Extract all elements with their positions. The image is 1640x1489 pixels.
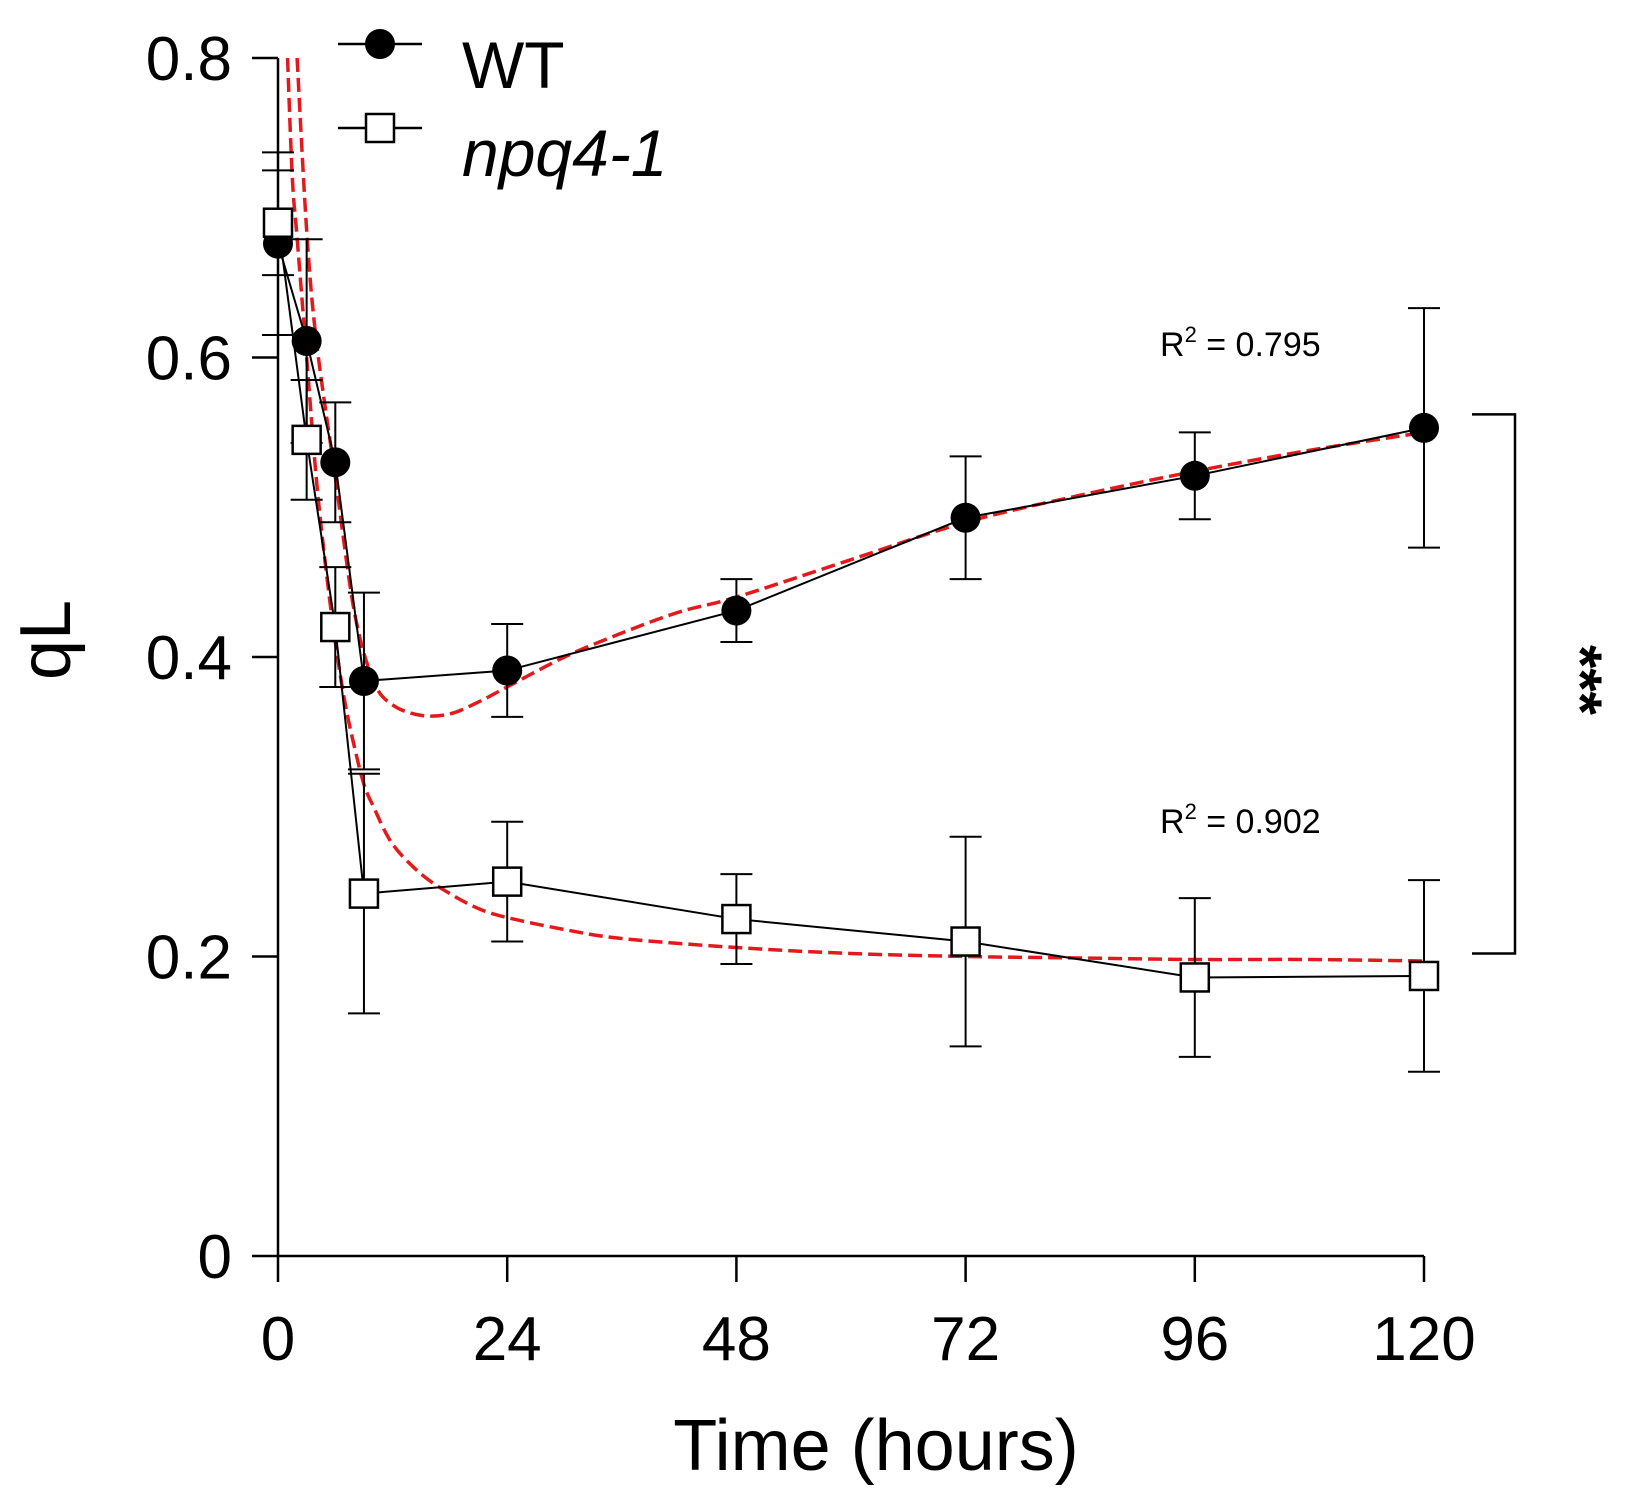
x-tick-label: 96: [1160, 1305, 1229, 1374]
significance-bracket: [1472, 413, 1517, 955]
plot-area: 0 0.2 0.4 0.6 0.8 0 24 48 72 96 120: [146, 25, 1476, 1374]
wt-point: [492, 655, 523, 686]
npq4-r2-annotation: R2 = 0.902: [1160, 799, 1321, 841]
y-tick-label: 0.8: [146, 25, 232, 94]
wt-r2-letter: R: [1160, 326, 1185, 364]
legend-wt-label: WT: [462, 28, 565, 102]
y-axis-ticks: 0 0.2 0.4 0.6 0.8: [146, 25, 278, 1292]
wt-point: [1409, 412, 1439, 443]
x-tick-label: 0: [261, 1305, 295, 1374]
npq4-point: [320, 611, 351, 643]
wt-r2-superscript: 2: [1185, 322, 1197, 347]
x-tick-label: 72: [931, 1305, 1000, 1374]
npq4-r2-letter: R: [1160, 803, 1185, 841]
npq4-point: [721, 903, 752, 935]
y-tick-label: 0.4: [146, 624, 232, 693]
data-series: [262, 151, 1440, 1073]
wt-r2-annotation: R2 = 0.795: [1160, 322, 1321, 364]
x-axis-ticks: 0 24 48 72 96 120: [261, 1256, 1476, 1374]
npq4-point: [491, 866, 523, 897]
npq4-point: [348, 878, 380, 909]
legend-npq4-marker: [364, 112, 396, 144]
npq4-series: [262, 169, 1440, 1073]
wt-point: [291, 326, 322, 357]
y-tick-label: 0: [198, 1223, 232, 1292]
wt-point: [348, 665, 379, 696]
npq4-point: [262, 207, 294, 238]
y-tick-label: 0.6: [146, 325, 232, 394]
npq4-point: [291, 424, 322, 456]
legend-npq4-label: npq4-1: [462, 116, 668, 190]
npq4-point: [1179, 962, 1211, 993]
wt-point: [950, 502, 981, 533]
npq4-r2-superscript: 2: [1185, 799, 1197, 824]
y-axis-title: qL: [6, 600, 86, 680]
wt-point: [1179, 460, 1210, 491]
significance-label: ***: [1547, 645, 1614, 716]
npq4-point: [1408, 960, 1440, 992]
y-tick-label: 0.2: [146, 924, 232, 993]
wt-series: [262, 151, 1440, 771]
wt-r2-value: = 0.795: [1197, 326, 1321, 364]
wt-series-line: [277, 243, 1425, 683]
x-tick-label: 48: [702, 1305, 771, 1374]
legend: WT npq4-1: [338, 28, 668, 190]
npq4-point: [950, 926, 981, 957]
x-axis-title: Time (hours): [673, 1406, 1078, 1486]
npq4-r2-value: = 0.902: [1197, 803, 1321, 841]
wt-point: [721, 595, 752, 626]
wt-point: [320, 447, 351, 478]
legend-wt-marker: [365, 29, 395, 59]
x-tick-label: 24: [473, 1305, 542, 1374]
x-tick-label: 120: [1372, 1305, 1475, 1374]
